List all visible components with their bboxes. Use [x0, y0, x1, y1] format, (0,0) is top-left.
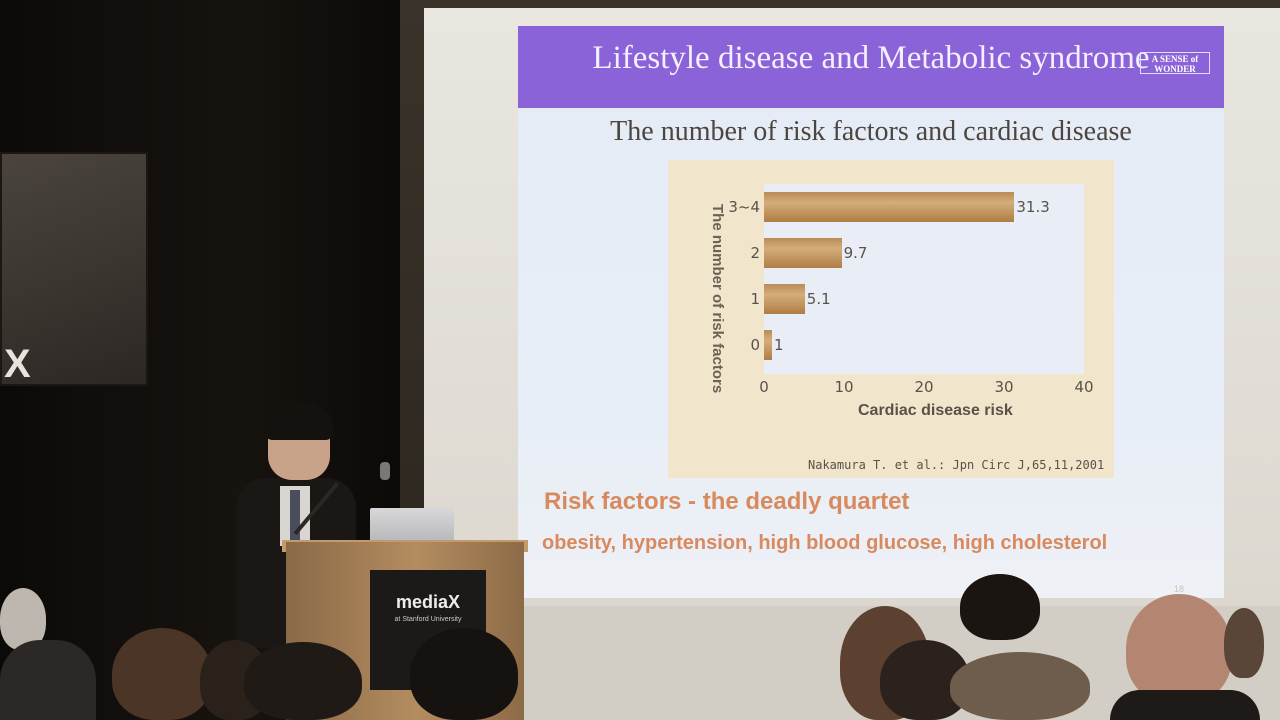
speaker-hair: [264, 402, 334, 440]
podium-subtext: at Stanford University: [394, 616, 462, 623]
chart-data-label: 31.3: [1016, 198, 1050, 216]
chart-title: The number of risk factors and cardiac d…: [610, 116, 1132, 147]
event-banner: X sity: [0, 152, 148, 386]
audience-head: [950, 652, 1090, 720]
chart-category-label: 2: [750, 244, 760, 262]
audience-head: [244, 642, 362, 720]
banner-letter: X: [4, 342, 31, 386]
chart-bar: [764, 284, 805, 314]
audience-head: [960, 574, 1040, 640]
slide-page-number: 18: [1173, 584, 1184, 594]
chart-citation: Nakamura T. et al.: Jpn Circ J,65,11,200…: [808, 458, 1105, 472]
chart-x-axis-label: Cardiac disease risk: [858, 402, 1013, 419]
chart-x-tick-label: 40: [1074, 378, 1094, 396]
chart-category-label: 3~4: [728, 198, 760, 216]
risk-factors-list: obesity, hypertension, high blood glucos…: [542, 532, 1108, 554]
presentation-slide: Lifestyle disease and Metabolic syndrome…: [518, 26, 1224, 598]
chart-category-label: 0: [750, 336, 760, 354]
chart-bar: [764, 330, 772, 360]
chart-bar: [764, 238, 842, 268]
slide-header-bar: [518, 26, 1224, 108]
chart-data-label: 9.7: [843, 244, 868, 262]
chart-y-axis-label: The number of risk factors: [709, 204, 726, 394]
chart-bar: [764, 192, 1015, 222]
chart-x-tick-label: 0: [759, 378, 769, 396]
laptop: [370, 508, 454, 542]
chart-data-label: 5.1: [806, 290, 831, 308]
audience-body: [0, 640, 96, 720]
audience-head: [112, 628, 212, 720]
audience-head: [410, 628, 518, 720]
chart-x-tick-label: 30: [994, 378, 1014, 396]
slide-logo: A SENSE of WONDER: [1140, 52, 1210, 74]
chart-x-tick-label: 10: [834, 378, 854, 396]
chart-category-label: 1: [750, 290, 760, 308]
chart-x-tick-label: 20: [914, 378, 934, 396]
microphone-icon: [380, 462, 390, 480]
speaker-tie: [290, 490, 300, 546]
audience-head: [1126, 594, 1232, 704]
audience-head: [1224, 608, 1264, 678]
podium-brand: mediaX: [395, 592, 461, 612]
audience-head: [0, 588, 46, 650]
slide-title: Lifestyle disease and Metabolic syndrome: [592, 40, 1150, 76]
quartet-heading: Risk factors - the deadly quartet: [544, 488, 910, 515]
audience-body: [1110, 690, 1260, 720]
chart-data-label: 1: [774, 336, 784, 354]
